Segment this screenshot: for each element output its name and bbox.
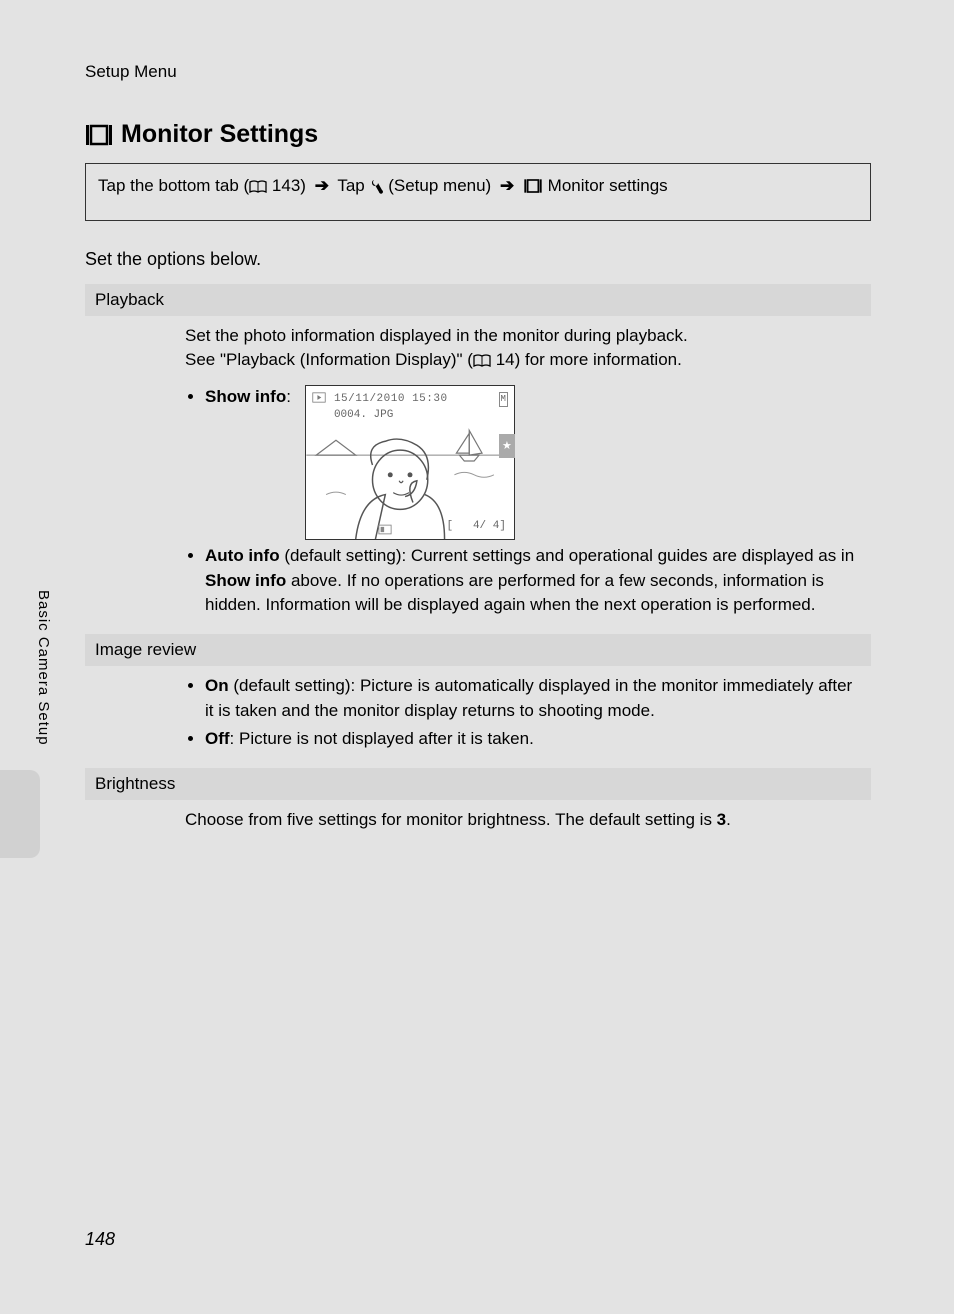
book-icon bbox=[249, 180, 267, 194]
brightness-heading: Brightness bbox=[85, 768, 871, 800]
preview-date: 15/11/2010 15:30 bbox=[334, 392, 448, 408]
arrow-icon: ➔ bbox=[315, 176, 329, 195]
text-bold: Show info bbox=[205, 571, 286, 590]
list-item: Show info: bbox=[205, 385, 871, 540]
nav-text: Tap the bottom tab ( bbox=[98, 176, 249, 195]
preview-counter: [ 4/ 4] bbox=[447, 519, 506, 535]
text: 14) for more information. bbox=[491, 350, 682, 369]
on-label: On bbox=[205, 676, 229, 695]
nav-text: Monitor settings bbox=[543, 176, 668, 195]
nav-text: (Setup menu) bbox=[384, 176, 496, 195]
list-item: Off: Picture is not displayed after it i… bbox=[205, 727, 871, 752]
text: (default setting): Current settings and … bbox=[280, 546, 855, 565]
text: . bbox=[726, 810, 731, 829]
orientation-icon bbox=[378, 524, 392, 535]
title-row: Monitor Settings bbox=[85, 120, 871, 149]
nav-ref: 143) bbox=[267, 176, 310, 195]
image-review-heading: Image review bbox=[85, 634, 871, 666]
section-label: Setup Menu bbox=[85, 62, 871, 82]
list-item: Auto info (default setting): Current set… bbox=[205, 544, 871, 618]
auto-info-label: Auto info bbox=[205, 546, 280, 565]
arrow-icon: ➔ bbox=[500, 176, 514, 195]
preview-rating-tab: ★ bbox=[499, 434, 515, 458]
content-area: Setup Menu Monitor Settings Tap the bott… bbox=[85, 62, 871, 845]
list-item: On (default setting): Picture is automat… bbox=[205, 674, 871, 723]
side-tab: Basic Camera Setup bbox=[27, 580, 61, 860]
page: Basic Camera Setup Setup Menu Monitor Se… bbox=[0, 0, 954, 1314]
page-title: Monitor Settings bbox=[121, 120, 318, 149]
preview-quality-badge: M bbox=[499, 392, 508, 407]
off-label: Off bbox=[205, 729, 230, 748]
text: Choose from five settings for monitor br… bbox=[185, 810, 717, 829]
playback-description: Set the photo information displayed in t… bbox=[85, 324, 871, 373]
thumb-tab bbox=[0, 770, 40, 858]
show-info-label: Show info bbox=[205, 387, 286, 406]
text: above. If no operations are performed fo… bbox=[205, 571, 824, 615]
nav-text: Tap bbox=[333, 176, 370, 195]
text: : Picture is not displayed after it is t… bbox=[230, 729, 534, 748]
playback-options: Show info: bbox=[85, 385, 871, 618]
image-review-options: On (default setting): Picture is automat… bbox=[85, 674, 871, 752]
wrench-icon bbox=[370, 178, 384, 194]
intro-text: Set the options below. bbox=[85, 249, 871, 270]
text: See "Playback (Information Display)" ( bbox=[185, 350, 473, 369]
navigation-path: Tap the bottom tab ( 143) ➔ Tap (Setup m… bbox=[85, 163, 871, 221]
text: (default setting): Picture is automatica… bbox=[205, 676, 852, 720]
brightness-description: Choose from five settings for monitor br… bbox=[85, 808, 871, 833]
page-number: 148 bbox=[85, 1229, 115, 1250]
text: Set the photo information displayed in t… bbox=[185, 326, 688, 345]
playback-heading: Playback bbox=[85, 284, 871, 316]
monitor-icon-small bbox=[523, 178, 543, 194]
preview-thumbnail: 15/11/2010 15:30 0004. JPG M ★ [ 4/ 4] bbox=[305, 385, 515, 540]
preview-filename: 0004. JPG bbox=[334, 408, 393, 424]
monitor-icon bbox=[85, 123, 113, 147]
brightness-default-value: 3 bbox=[717, 810, 726, 829]
side-tab-label: Basic Camera Setup bbox=[35, 590, 52, 746]
book-icon bbox=[473, 354, 491, 368]
play-icon bbox=[312, 392, 326, 403]
